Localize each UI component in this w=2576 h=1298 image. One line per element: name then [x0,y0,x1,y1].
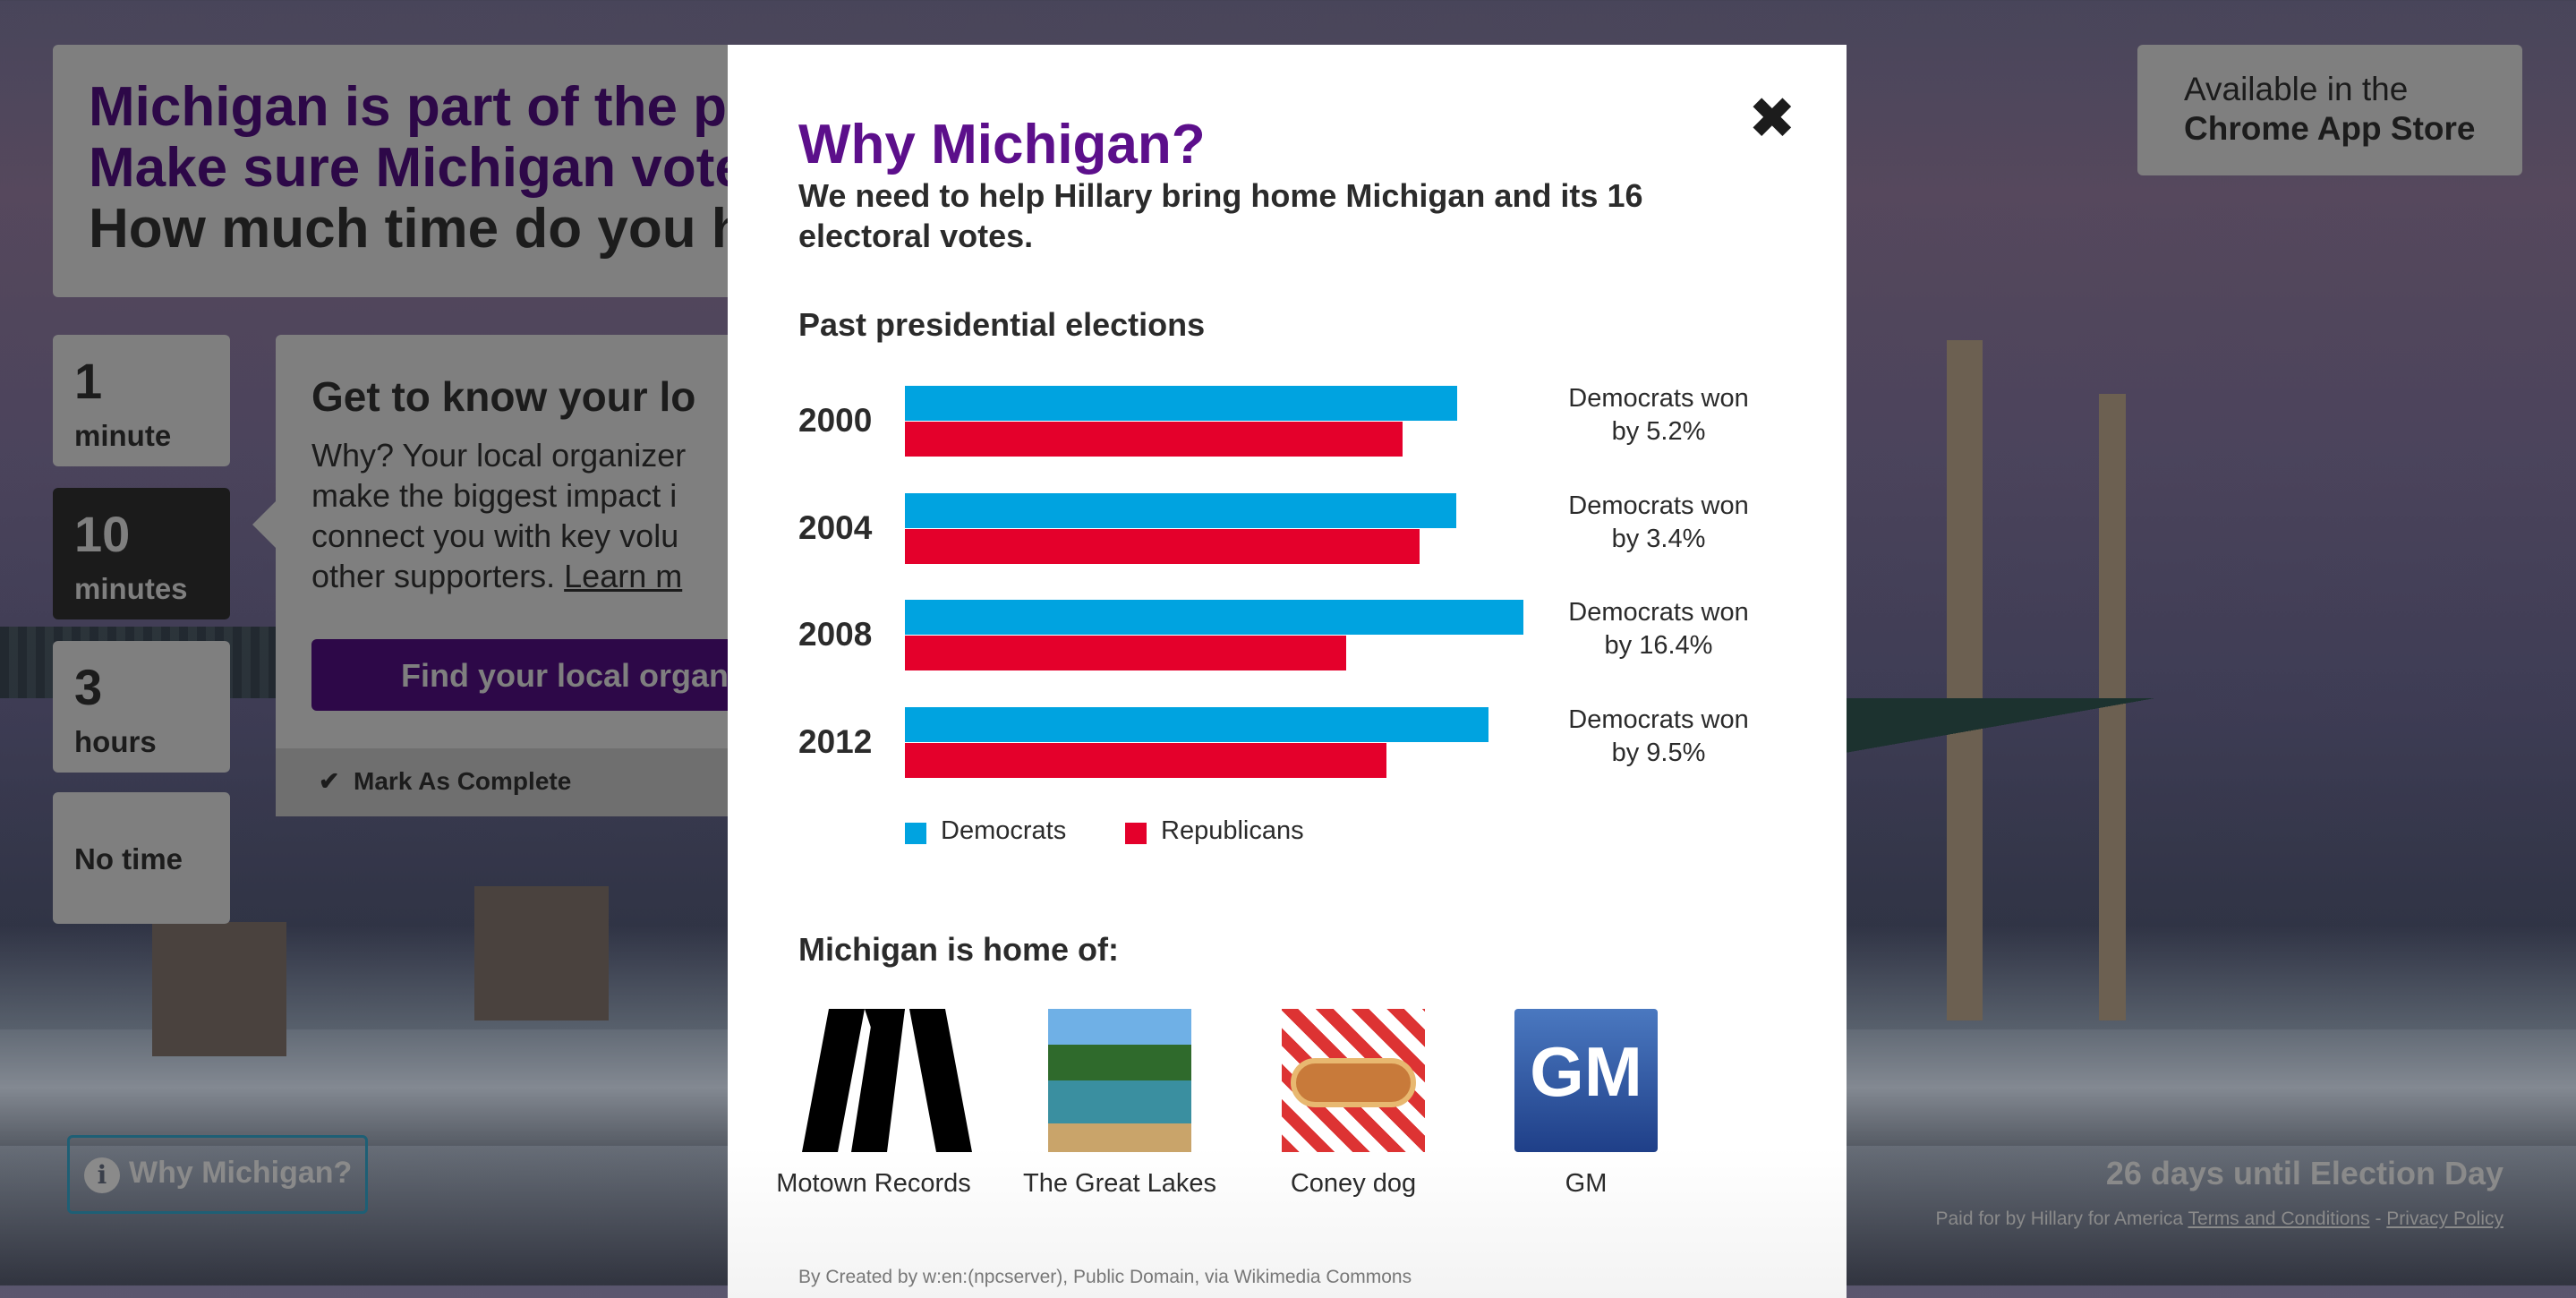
why-michigan-modal: Why Michigan? ✖ We need to help Hillary … [728,45,1847,1298]
annotation-line: Democrats won [1568,384,1749,413]
legend-republicans: Republicans [1161,816,1304,845]
margin-annotation: Democrats won by 9.5% [1524,704,1793,770]
hotdog-icon [1291,1058,1416,1107]
gm-logo: GM [1514,1009,1658,1152]
check-icon: ✔ [319,767,340,795]
separator: - [2369,1208,2387,1229]
learn-more-link[interactable]: Learn m [564,558,683,594]
mark-complete-label: Mark As Complete [354,767,572,795]
image-credit: By Created by w:en:(npcserver), Public D… [798,1267,1412,1287]
year-label: 2000 [798,402,873,439]
time-unit: hours [74,725,157,758]
time-number: 1 [74,353,103,409]
annotation-line: Democrats won [1568,705,1749,734]
annotation-line: by 9.5% [1611,738,1706,767]
margin-annotation: Democrats won by 3.4% [1524,490,1793,556]
democrat-bar-2004 [905,492,1456,528]
card-body-text: Why? Your local organizer make the bigge… [311,437,687,594]
margin-annotation: Democrats won by 5.2% [1524,382,1793,448]
home-label: GM [1565,1169,1608,1198]
time-number: 3 [74,659,103,715]
modal-title: Why Michigan? [798,114,1206,175]
annotation-line: by 3.4% [1611,524,1706,553]
annotation-line: by 5.2% [1611,417,1706,446]
republican-bar-2000 [905,422,1403,457]
home-label: The Great Lakes [1023,1169,1216,1198]
democrat-bar-2012 [905,706,1489,742]
info-icon: i [84,1157,120,1193]
chrome-store-link[interactable]: Available in the Chrome App Store [2137,45,2522,175]
democrat-bar-2008 [905,600,1523,635]
header-line: Make sure Michigan vote [89,137,746,199]
democrat-bar-2000 [905,386,1458,421]
why-michigan-button[interactable]: i Why Michigan? [67,1135,368,1214]
time-option-no-time[interactable]: No time [53,792,230,924]
year-label: 2012 [798,722,873,760]
motown-logo [802,1009,972,1152]
bridge-deck [1847,698,2576,841]
margin-annotation: Democrats won by 16.4% [1524,596,1793,662]
time-option-10-minutes[interactable]: 10 minutes [53,488,230,619]
republican-bar-2008 [905,636,1347,670]
close-icon[interactable]: ✖ [1748,86,1796,150]
card-body: Why? Your local organizer make the bigge… [311,435,723,596]
time-number: 10 [74,506,131,562]
header-line: Michigan is part of the p [89,76,728,138]
terms-link[interactable]: Terms and Conditions [2188,1208,2370,1229]
chrome-line1: Available in the [2184,71,2409,107]
year-label: 2004 [798,508,873,546]
chart-title: Past presidential elections [798,306,1206,343]
time-option-1-minute[interactable]: 1 minute [53,335,230,466]
year-label: 2008 [798,616,873,653]
privacy-link[interactable]: Privacy Policy [2386,1208,2503,1229]
bridge-tower [1947,340,1983,1020]
republican-bar-2012 [905,742,1386,778]
great-lakes-photo [1048,1009,1191,1152]
card-title: Get to know your lo [311,373,696,420]
bridge-pier [152,922,286,1056]
why-michigan-label: Why Michigan? [129,1156,353,1190]
paid-for-text: Paid for by Hillary for America [1935,1208,2188,1229]
modal-subtitle: We need to help Hillary bring home Michi… [798,177,1643,254]
republican-bar-2004 [905,528,1420,564]
annotation-line: Democrats won [1568,491,1749,520]
time-option-3-hours[interactable]: 3 hours [53,641,230,773]
card-pointer [252,501,276,548]
time-unit: minutes [74,572,188,605]
legend-democrats: Democrats [941,816,1067,845]
home-label: Motown Records [776,1169,971,1198]
legend-swatch-republicans [1125,823,1147,844]
annotation-line: by 16.4% [1604,631,1713,660]
annotation-line: Democrats won [1568,598,1749,627]
footer-legal: Paid for by Hillary for America Terms an… [1935,1208,2503,1230]
time-unit: minute [74,419,172,452]
home-label: Coney dog [1290,1169,1417,1198]
home-of-title: Michigan is home of: [798,931,1120,968]
chrome-line2: Chrome App Store [2184,110,2476,147]
days-until-election: 26 days until Election Day [2105,1155,2503,1191]
legend-swatch-democrats [905,823,926,844]
header-question: How much time do you h [89,198,746,260]
coney-dog-photo [1282,1009,1425,1152]
bridge-pier [474,886,609,1020]
time-unit: No time [74,842,183,875]
